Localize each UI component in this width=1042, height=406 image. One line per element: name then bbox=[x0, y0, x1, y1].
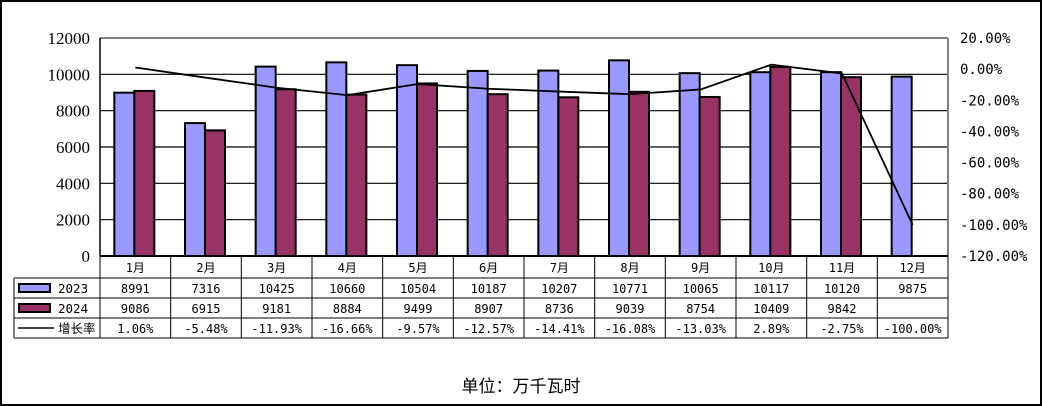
y-right-tick-label: -80.00% bbox=[960, 187, 1020, 203]
y-right-tick-label: 0.00% bbox=[960, 62, 1003, 78]
legend-label: 增长率 bbox=[58, 321, 96, 336]
table-cell: -16.08% bbox=[605, 322, 656, 336]
table-cell: -5.48% bbox=[184, 322, 228, 336]
table-cell: -9.57% bbox=[396, 322, 440, 336]
table-header-cell: 2月 bbox=[196, 261, 215, 275]
table-header-cell: 10月 bbox=[758, 261, 784, 275]
y-left-tick-label: 6000 bbox=[56, 138, 90, 157]
table-cell: 10207 bbox=[541, 282, 577, 296]
table-cell: 6915 bbox=[192, 302, 221, 316]
table-header-cell: 8月 bbox=[620, 261, 639, 275]
bar-2023 bbox=[749, 71, 772, 257]
bar-2024 bbox=[486, 93, 509, 257]
table-cell: 9181 bbox=[262, 302, 291, 316]
bar-2023 bbox=[325, 61, 348, 257]
table-cell: 10117 bbox=[753, 282, 789, 296]
bar-2023 bbox=[608, 59, 630, 258]
y-left-tick-label: 8000 bbox=[56, 102, 90, 121]
table-cell: 9499 bbox=[404, 302, 433, 316]
bar-2023 bbox=[678, 72, 701, 257]
table-cell: 10409 bbox=[753, 302, 789, 316]
table-header-cell: 6月 bbox=[479, 261, 498, 275]
table-cell: 9039 bbox=[616, 302, 645, 316]
bar-2024 bbox=[345, 93, 368, 257]
table-cell: 8736 bbox=[545, 302, 574, 316]
table-cell: 10504 bbox=[400, 282, 436, 296]
table-cell: 1.06% bbox=[117, 322, 154, 336]
table-header-cell: 1月 bbox=[126, 261, 145, 275]
line-growth-rate bbox=[135, 63, 914, 226]
table-cell: -12.57% bbox=[463, 322, 514, 336]
table-cell: 2.89% bbox=[753, 322, 790, 336]
bar-2024 bbox=[698, 95, 721, 258]
table-cell: 10120 bbox=[824, 282, 860, 296]
bar-2024 bbox=[840, 76, 862, 257]
legend-key-2023 bbox=[18, 283, 51, 293]
table-cell: 8754 bbox=[686, 302, 715, 316]
bar-2023 bbox=[537, 69, 560, 257]
table-header-cell: 5月 bbox=[408, 261, 427, 275]
bar-2024 bbox=[416, 82, 438, 257]
bar-2024 bbox=[557, 96, 580, 257]
y-right-tick-label: -40.00% bbox=[960, 124, 1020, 140]
table-cell: 9086 bbox=[121, 302, 150, 316]
y-right-tick-label: 20.00% bbox=[960, 31, 1011, 47]
legend-label: 2024 bbox=[58, 301, 88, 316]
y-left-tick-label: 0 bbox=[82, 247, 91, 266]
table-header-cell: 9月 bbox=[691, 261, 710, 275]
table-header-cell: 3月 bbox=[267, 261, 286, 275]
y-right-tick-label: -60.00% bbox=[960, 156, 1020, 172]
y-right-tick-label: -120.00% bbox=[960, 249, 1028, 265]
bar-2024 bbox=[769, 65, 792, 257]
bar-2023 bbox=[466, 69, 489, 257]
y-left-tick-label: 2000 bbox=[56, 211, 90, 230]
table-cell: -11.93% bbox=[251, 322, 302, 336]
table-cell: 8991 bbox=[121, 282, 150, 296]
bar-2023 bbox=[820, 71, 842, 257]
table-header-cell: 7月 bbox=[550, 261, 569, 275]
table-header-cell: 12月 bbox=[899, 261, 925, 275]
bar-2024 bbox=[628, 90, 650, 257]
table-cell: -16.66% bbox=[322, 322, 373, 336]
table-header-cell: 11月 bbox=[829, 261, 855, 275]
table-cell: 8884 bbox=[333, 302, 362, 316]
table-cell: 10187 bbox=[471, 282, 507, 296]
table-cell: 10771 bbox=[612, 282, 648, 296]
table-cell: -13.03% bbox=[675, 322, 726, 336]
table-cell: -2.75% bbox=[820, 322, 864, 336]
y-left-tick-label: 10000 bbox=[48, 65, 91, 84]
table-cell: 10660 bbox=[329, 282, 365, 296]
unit-label: 单位：万千瓦时 bbox=[461, 377, 581, 397]
legend-key-2024 bbox=[18, 303, 51, 313]
legend-label: 2023 bbox=[58, 281, 88, 296]
bar-2023 bbox=[396, 64, 418, 257]
bar-2023 bbox=[184, 122, 206, 257]
bar-2024 bbox=[133, 89, 156, 257]
bar-2023 bbox=[254, 65, 277, 257]
table-cell: 8907 bbox=[474, 302, 503, 316]
table-cell: 10425 bbox=[259, 282, 295, 296]
y-left-tick-label: 12000 bbox=[48, 29, 91, 48]
bar-2024 bbox=[274, 88, 297, 257]
y-right-tick-label: -20.00% bbox=[960, 93, 1020, 109]
table-header-cell: 4月 bbox=[338, 261, 357, 275]
table-cell: 9875 bbox=[898, 282, 927, 296]
bar-2023 bbox=[113, 91, 136, 257]
bar-2024 bbox=[204, 129, 226, 257]
bar-2023 bbox=[890, 75, 913, 257]
y-right-tick-label: -100.00% bbox=[960, 218, 1028, 234]
table-cell: -100.00% bbox=[884, 322, 943, 336]
table-cell: 9842 bbox=[828, 302, 857, 316]
y-left-tick-label: 4000 bbox=[56, 174, 90, 193]
table-cell: 7316 bbox=[192, 282, 221, 296]
table-cell: 10065 bbox=[683, 282, 719, 296]
table-cell: -14.41% bbox=[534, 322, 585, 336]
